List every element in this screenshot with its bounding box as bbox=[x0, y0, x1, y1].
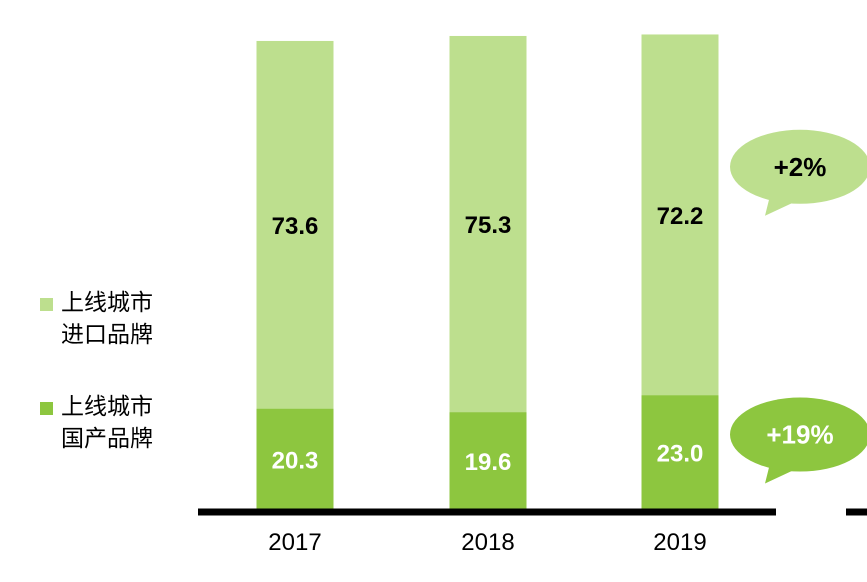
x-tick-label-2019: 2019 bbox=[653, 529, 706, 556]
growth-bubble-body-0 bbox=[730, 129, 867, 204]
bar-2017-series-1 bbox=[256, 40, 334, 409]
legend-swatch-imported bbox=[40, 298, 53, 311]
bar-2018-series-1 bbox=[449, 35, 527, 413]
bar-2017-series-0 bbox=[256, 408, 334, 510]
legend-label-imported: 上线城市 进口品牌 bbox=[61, 287, 171, 351]
legend-domestic-line1: 上线城市 bbox=[61, 394, 153, 420]
legend-item-imported: 上线城市 进口品牌 bbox=[40, 287, 171, 351]
legend-swatch-domestic bbox=[40, 402, 53, 415]
x-tick-label-2018: 2018 bbox=[461, 529, 514, 556]
legend-domestic-line2: 国产品牌 bbox=[61, 426, 153, 452]
x-axis: 2017 2018 2019 bbox=[198, 508, 867, 556]
bar-2019-series-1 bbox=[641, 34, 719, 396]
data-label-2018-series-1: 75.3 bbox=[465, 212, 512, 239]
growth-bubble-body-1 bbox=[730, 397, 867, 472]
data-label-2017-series-1: 73.6 bbox=[272, 213, 319, 240]
data-label-2017-series-0: 20.3 bbox=[272, 447, 319, 474]
growth-bubble-text-0: +2% bbox=[774, 152, 827, 182]
bars-layer bbox=[256, 34, 719, 510]
annotation-layer: +2% +19% bbox=[730, 129, 867, 484]
data-label-2018-series-0: 19.6 bbox=[465, 449, 512, 476]
growth-bubble-1: +19% bbox=[730, 397, 867, 484]
legend-label-domestic: 上线城市 国产品牌 bbox=[61, 391, 171, 455]
bar-2019-series-0 bbox=[641, 395, 719, 510]
legend-imported-line1: 上线城市 bbox=[61, 290, 153, 316]
growth-bubble-text-1: +19% bbox=[766, 420, 833, 450]
value-labels-layer: 20.3 73.6 19.6 75.3 23.0 72.2 bbox=[272, 203, 704, 476]
growth-bubble-0: +2% bbox=[730, 129, 867, 216]
legend-item-domestic: 上线城市 国产品牌 bbox=[40, 391, 171, 455]
data-label-2019-series-0: 23.0 bbox=[657, 441, 704, 468]
data-label-2019-series-1: 72.2 bbox=[657, 203, 704, 230]
x-tick-label-2017: 2017 bbox=[268, 529, 321, 556]
legend-imported-line2: 进口品牌 bbox=[61, 322, 153, 348]
bar-2018-series-0 bbox=[449, 412, 527, 510]
